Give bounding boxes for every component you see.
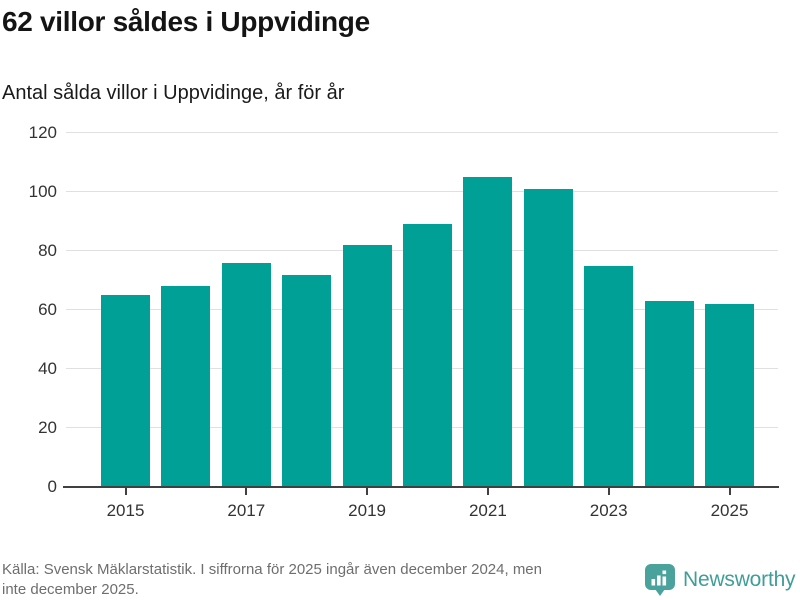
- bar-2023: [584, 265, 634, 487]
- x-axis-tick-2021: [486, 488, 489, 495]
- gridline-y-120: [66, 132, 778, 133]
- x-axis-tick-label-2021: 2021: [468, 501, 507, 520]
- x-axis-line: [63, 486, 779, 488]
- x-axis-tick-2025: [728, 488, 731, 495]
- x-axis-tick-2017: [245, 488, 248, 495]
- bar-2022: [523, 189, 573, 487]
- y-axis-tick-label-0: 0: [47, 477, 57, 496]
- x-axis-tick-2015: [124, 488, 127, 495]
- bar-2025: [705, 304, 754, 487]
- bar-2015: [101, 295, 150, 487]
- y-axis-tick-label-40: 40: [38, 359, 57, 378]
- source-note-line1: Källa: Svensk Mäklarstatistik. I siffror…: [2, 561, 542, 578]
- y-axis-tick-label-20: 20: [38, 418, 57, 437]
- y-axis-tick-label-80: 80: [38, 241, 57, 260]
- page-title: 62 villor såldes i Uppvidinge: [2, 6, 370, 37]
- x-axis-tick-label-2019: 2019: [348, 501, 386, 520]
- y-axis-tick-label-100: 100: [28, 182, 57, 201]
- x-axis-tick-label-2023: 2023: [589, 501, 628, 520]
- bar-2020: [403, 224, 452, 487]
- plot-area: [66, 132, 778, 487]
- x-axis-tick-2019: [366, 488, 369, 495]
- y-axis-tick-label-120: 120: [28, 123, 57, 142]
- source-note: Källa: Svensk Mäklarstatistik. I siffror…: [2, 560, 542, 600]
- bar-2019: [342, 245, 392, 487]
- bar-2018: [282, 274, 332, 487]
- gridline-y-100: [66, 191, 778, 192]
- newsworthy-logo-icon: [645, 564, 675, 596]
- bar-2017: [221, 262, 271, 487]
- bar-2016: [161, 286, 211, 487]
- x-axis-tick-label-2025: 2025: [710, 501, 749, 520]
- brand-logo: Newsworthy: [644, 563, 796, 597]
- chart-subtitle: Antal sålda villor i Uppvidinge, år för …: [2, 82, 345, 104]
- source-note-line2: inte december 2025.: [2, 581, 139, 598]
- bar-2021: [463, 177, 513, 487]
- x-axis-tick-2023: [607, 488, 610, 495]
- x-axis-tick-label-2017: 2017: [227, 501, 266, 520]
- x-axis-tick-label-2015: 2015: [106, 501, 145, 520]
- y-axis-tick-label-60: 60: [38, 300, 57, 319]
- brand-name: Newsworthy: [683, 568, 796, 591]
- bar-2024: [644, 301, 694, 487]
